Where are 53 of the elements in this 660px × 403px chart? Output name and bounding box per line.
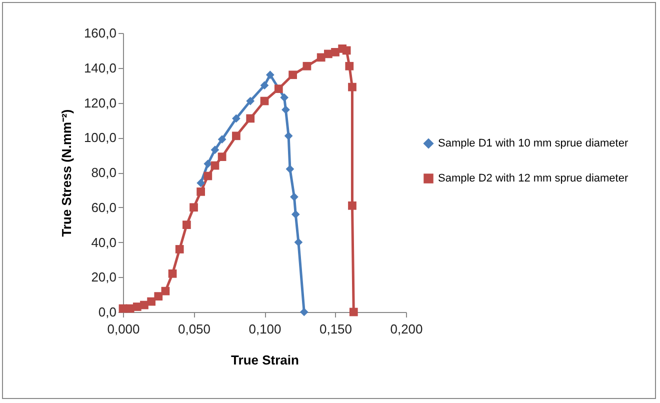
x-tick-label: 0,050: [178, 322, 211, 336]
point: [204, 172, 212, 180]
point: [348, 82, 356, 92]
point: [348, 201, 356, 210]
point: [349, 308, 358, 316]
point: [302, 62, 312, 70]
point: [342, 46, 351, 55]
x-tick-label: 0,150: [319, 322, 352, 336]
point: [147, 297, 156, 306]
point: [246, 96, 255, 106]
y-tick-label: 20,0: [91, 270, 116, 285]
x-tick-label: 0,100: [248, 322, 282, 336]
point: [294, 238, 303, 246]
point: [246, 114, 255, 123]
point: [210, 161, 220, 170]
point: [154, 292, 163, 300]
point: [175, 245, 184, 254]
y-tick-label: 60,0: [91, 200, 116, 215]
y-tick-label: 140,0: [84, 60, 116, 76]
point: [345, 62, 354, 70]
point: [290, 192, 298, 202]
point: [168, 269, 177, 278]
y-tick-label: 160,0: [84, 26, 116, 40]
legend-label: Sample D1 with 10 mm sprue diameter: [438, 138, 628, 150]
point: [266, 70, 274, 80]
point: [288, 70, 297, 80]
y-axis-title: True Stress (N.mm⁻²): [58, 109, 74, 237]
point: [291, 210, 300, 219]
point: [232, 114, 240, 123]
point: [218, 135, 226, 144]
point: [280, 93, 288, 102]
point: [196, 188, 206, 196]
y-tick-label: 100,0: [84, 130, 116, 146]
point: [218, 152, 226, 161]
point: [300, 308, 308, 316]
y-tick-label: 0,0: [98, 304, 116, 320]
point: [196, 178, 206, 188]
legend-label: Sample D2 with 12 mm sprue diameter: [438, 172, 628, 184]
y-tick-label: 120,0: [84, 95, 116, 110]
y-tick-label: 80,0: [91, 165, 116, 180]
x-tick-label: 0,200: [390, 322, 423, 336]
point: [260, 96, 269, 106]
point: [282, 106, 290, 114]
y-tick-label: 40,0: [91, 234, 116, 250]
x-axis-title: True Strain: [231, 352, 300, 368]
point: [161, 286, 170, 296]
point: [232, 132, 240, 140]
point: [210, 146, 220, 154]
point: [182, 220, 191, 229]
point: [260, 81, 269, 90]
point: [274, 84, 283, 93]
point: [190, 203, 198, 212]
x-tick-label: 0,000: [107, 322, 140, 336]
